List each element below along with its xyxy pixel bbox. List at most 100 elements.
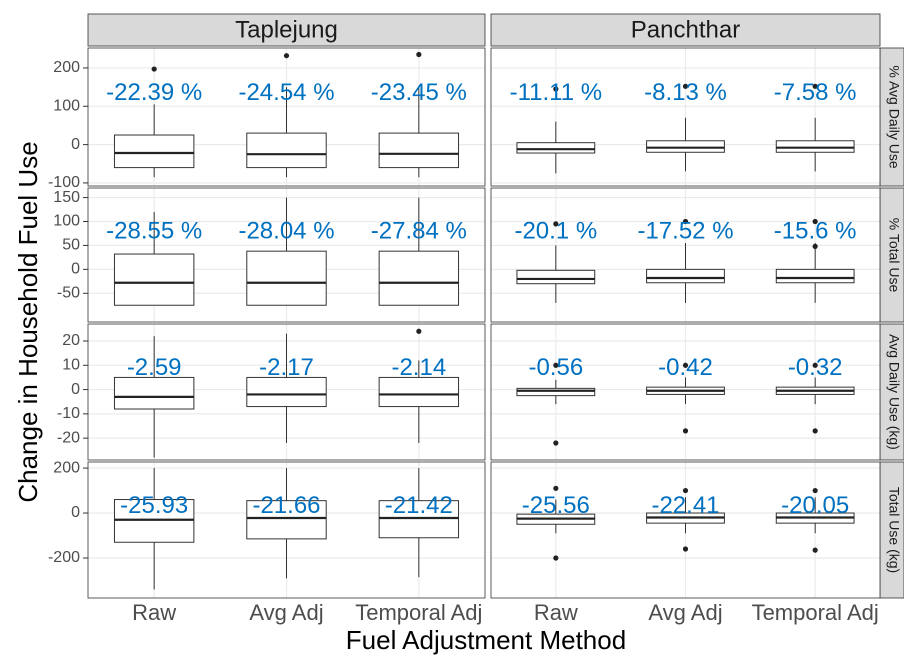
y-tick-label: 100	[53, 213, 80, 230]
y-tick-label: 0	[71, 136, 80, 153]
annotation: -28.55 %	[106, 218, 202, 245]
annotation: -0.56	[528, 354, 583, 381]
box	[775, 268, 855, 284]
strip	[879, 47, 904, 187]
annotation: -2.14	[391, 354, 446, 381]
outlier	[553, 555, 559, 561]
box	[516, 269, 596, 285]
outlier	[812, 487, 818, 494]
box	[378, 500, 460, 539]
outlier	[416, 51, 422, 58]
box	[646, 268, 725, 284]
annotation: -22.41	[651, 492, 719, 519]
annotation: -8.13 %	[644, 79, 727, 106]
outlier	[553, 362, 559, 368]
panel-border	[87, 47, 486, 187]
y-tick-label: -20	[57, 429, 80, 446]
outlier	[553, 440, 559, 446]
box	[246, 250, 327, 306]
y-tick-label: -100	[48, 174, 80, 191]
outlier	[682, 487, 689, 494]
outlier	[682, 546, 689, 552]
outlier	[553, 86, 559, 92]
x-tick-label: Temporal Adj	[752, 600, 879, 625]
strip-label: Taplejung	[235, 16, 338, 43]
annotation: -22.39 %	[106, 79, 202, 106]
x-axis-title: Fuel Adjustment Method	[346, 625, 626, 655]
y-tick-label: 0	[71, 504, 80, 521]
x-tick-label: Raw	[534, 600, 578, 625]
y-tick-label: 150	[53, 189, 80, 206]
box	[378, 376, 460, 408]
x-tick-label: Avg Adj	[648, 600, 722, 625]
annotation: -20.1 %	[514, 218, 597, 245]
outlier	[682, 362, 689, 368]
annotation: -28.04 %	[238, 218, 334, 245]
x-tick-label: Avg Adj	[249, 600, 323, 625]
annotation: -15.6 %	[774, 218, 857, 245]
panel-border	[490, 47, 881, 187]
annotation: -25.56	[522, 492, 590, 519]
y-tick-label: 0	[71, 261, 80, 278]
annotation: -7.58 %	[774, 79, 857, 106]
box	[113, 499, 195, 543]
x-tick-label: Temporal Adj	[355, 600, 482, 625]
panel-border	[490, 323, 881, 461]
outlier	[682, 83, 689, 89]
outlier	[682, 218, 689, 225]
box	[113, 253, 195, 306]
outlier	[416, 328, 422, 334]
outlier	[553, 221, 559, 227]
y-tick-label: 10	[62, 357, 80, 374]
box	[646, 140, 725, 153]
panel-border	[87, 323, 486, 461]
strip-label: % Total Use	[886, 218, 902, 293]
y-tick-label: 50	[62, 237, 80, 254]
annotation: -21.66	[252, 492, 320, 519]
annotation: -25.93	[120, 492, 188, 519]
panel-border	[490, 187, 881, 323]
panel-border	[87, 187, 486, 323]
y-tick-label: 20	[62, 332, 80, 349]
annotation: -17.52 %	[637, 218, 733, 245]
annotation: -0.32	[788, 354, 843, 381]
y-tick-label: 100	[53, 97, 80, 114]
annotation: -27.84 %	[371, 218, 467, 245]
box	[246, 500, 327, 540]
annotation: -2.17	[259, 354, 314, 381]
box	[378, 132, 460, 169]
box	[516, 142, 596, 154]
y-tick-label: -200	[48, 549, 80, 566]
y-tick-label: -10	[57, 405, 80, 422]
outlier	[812, 218, 818, 225]
annotation: -24.54 %	[238, 79, 334, 106]
outlier	[553, 485, 559, 491]
outlier	[812, 362, 818, 368]
strip-label: % Avg Daily Use	[886, 65, 902, 168]
annotation: -20.05	[781, 492, 849, 519]
strip-label: Avg Daily Use (kg)	[886, 334, 902, 450]
outlier	[812, 83, 818, 89]
y-tick-label: -50	[57, 285, 80, 302]
x-tick-label: Raw	[132, 600, 176, 625]
annotation: -0.42	[658, 354, 713, 381]
outlier	[283, 53, 290, 59]
panel-border	[87, 461, 486, 599]
strip	[87, 13, 486, 47]
outlier	[151, 66, 157, 72]
y-axis-title: Change in Household Fuel Use	[13, 141, 43, 502]
panel-border	[490, 461, 881, 599]
y-tick-label: 200	[53, 459, 80, 476]
outlier	[812, 547, 818, 553]
strip	[879, 461, 904, 599]
outlier	[682, 428, 689, 434]
outlier	[812, 243, 818, 249]
annotation: -21.42	[385, 492, 453, 519]
box	[113, 134, 195, 169]
annotation: -2.59	[127, 354, 182, 381]
box	[378, 250, 460, 306]
box	[246, 132, 327, 169]
strip	[879, 187, 904, 323]
annotation: -11.11 %	[510, 79, 603, 106]
